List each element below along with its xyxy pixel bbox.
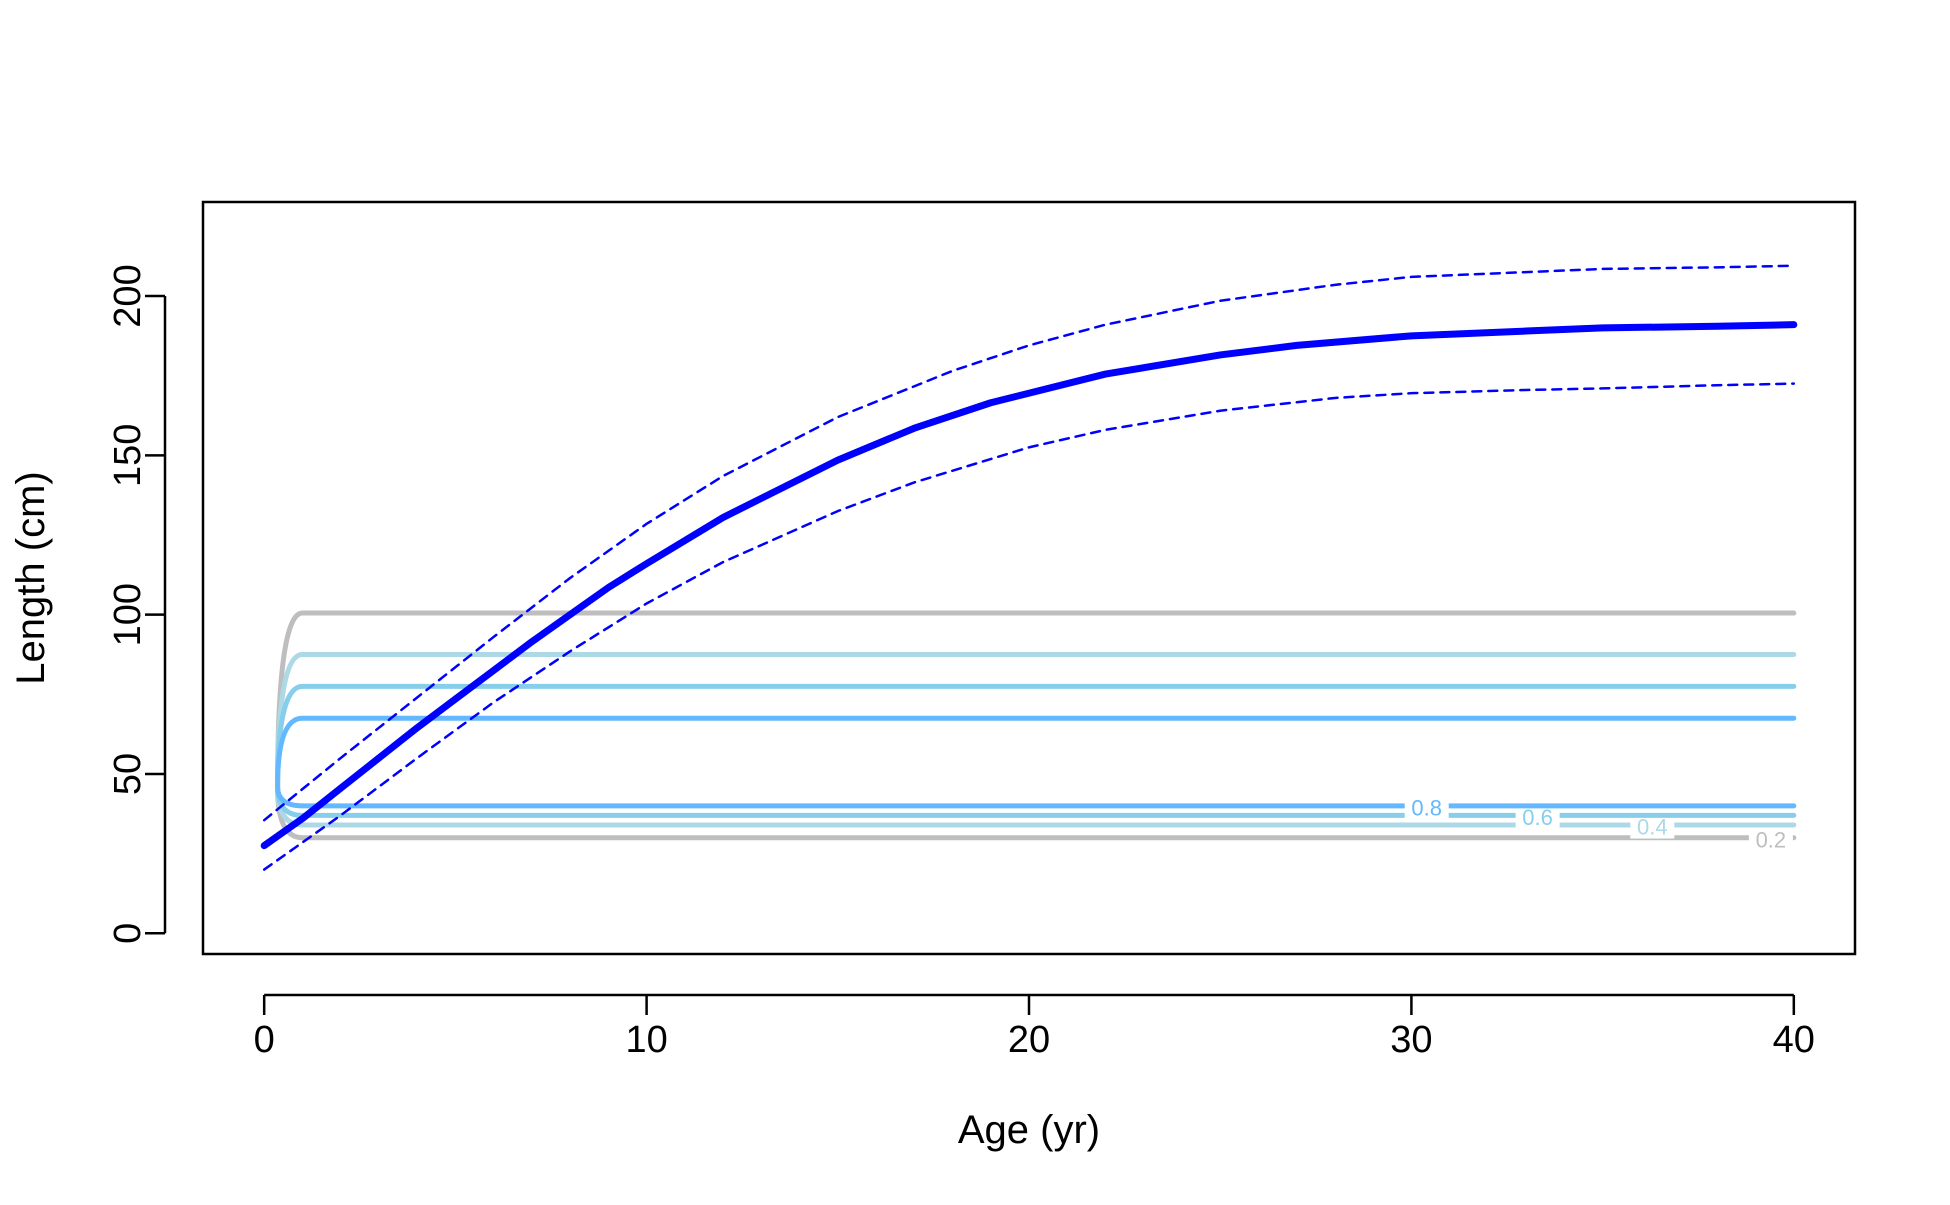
x-axis-title: Age (yr): [958, 1108, 1100, 1152]
contour-line-0.8: [275, 715, 1797, 809]
mean-growth-line: [260, 321, 1798, 850]
y-tick-label: 0: [107, 923, 149, 944]
y-tick-label: 200: [107, 264, 149, 327]
x-axis: 0 10 20 30 40: [254, 993, 1815, 1061]
contour-label-gap: [1630, 814, 1675, 839]
contour-label-gap: [1404, 795, 1449, 820]
y-axis-title: Length (cm): [9, 471, 53, 684]
plot-frame: [201, 200, 1857, 956]
series-layer: [260, 264, 1798, 871]
contour-label-gap: [1748, 827, 1793, 852]
y-tick-label: 100: [107, 583, 149, 646]
contour-line-0.4: [275, 651, 1797, 828]
y-axis: 0 50 100 150 200: [107, 264, 167, 944]
y-tick-label: 50: [107, 753, 149, 795]
contour-label-gap: [1515, 804, 1560, 829]
x-tick-label: 20: [1008, 1019, 1050, 1061]
contour-label: 0.6: [1522, 805, 1553, 830]
contour-label: 0.2: [1756, 827, 1787, 852]
lower-ci-line: [262, 382, 1796, 871]
y-tick-label: 150: [107, 424, 149, 487]
x-tick-label: 40: [1773, 1019, 1815, 1061]
contour-label: 0.4: [1637, 815, 1668, 840]
x-tick-label: 30: [1390, 1019, 1432, 1061]
contour-line-0.6: [275, 683, 1797, 818]
x-tick-label: 0: [254, 1019, 275, 1061]
upper-ci-line: [262, 264, 1796, 822]
contours-layer: 0.2 0.4 0.6 0.8: [275, 610, 1797, 852]
contour-label: 0.8: [1411, 795, 1442, 820]
x-tick-label: 10: [625, 1019, 667, 1061]
